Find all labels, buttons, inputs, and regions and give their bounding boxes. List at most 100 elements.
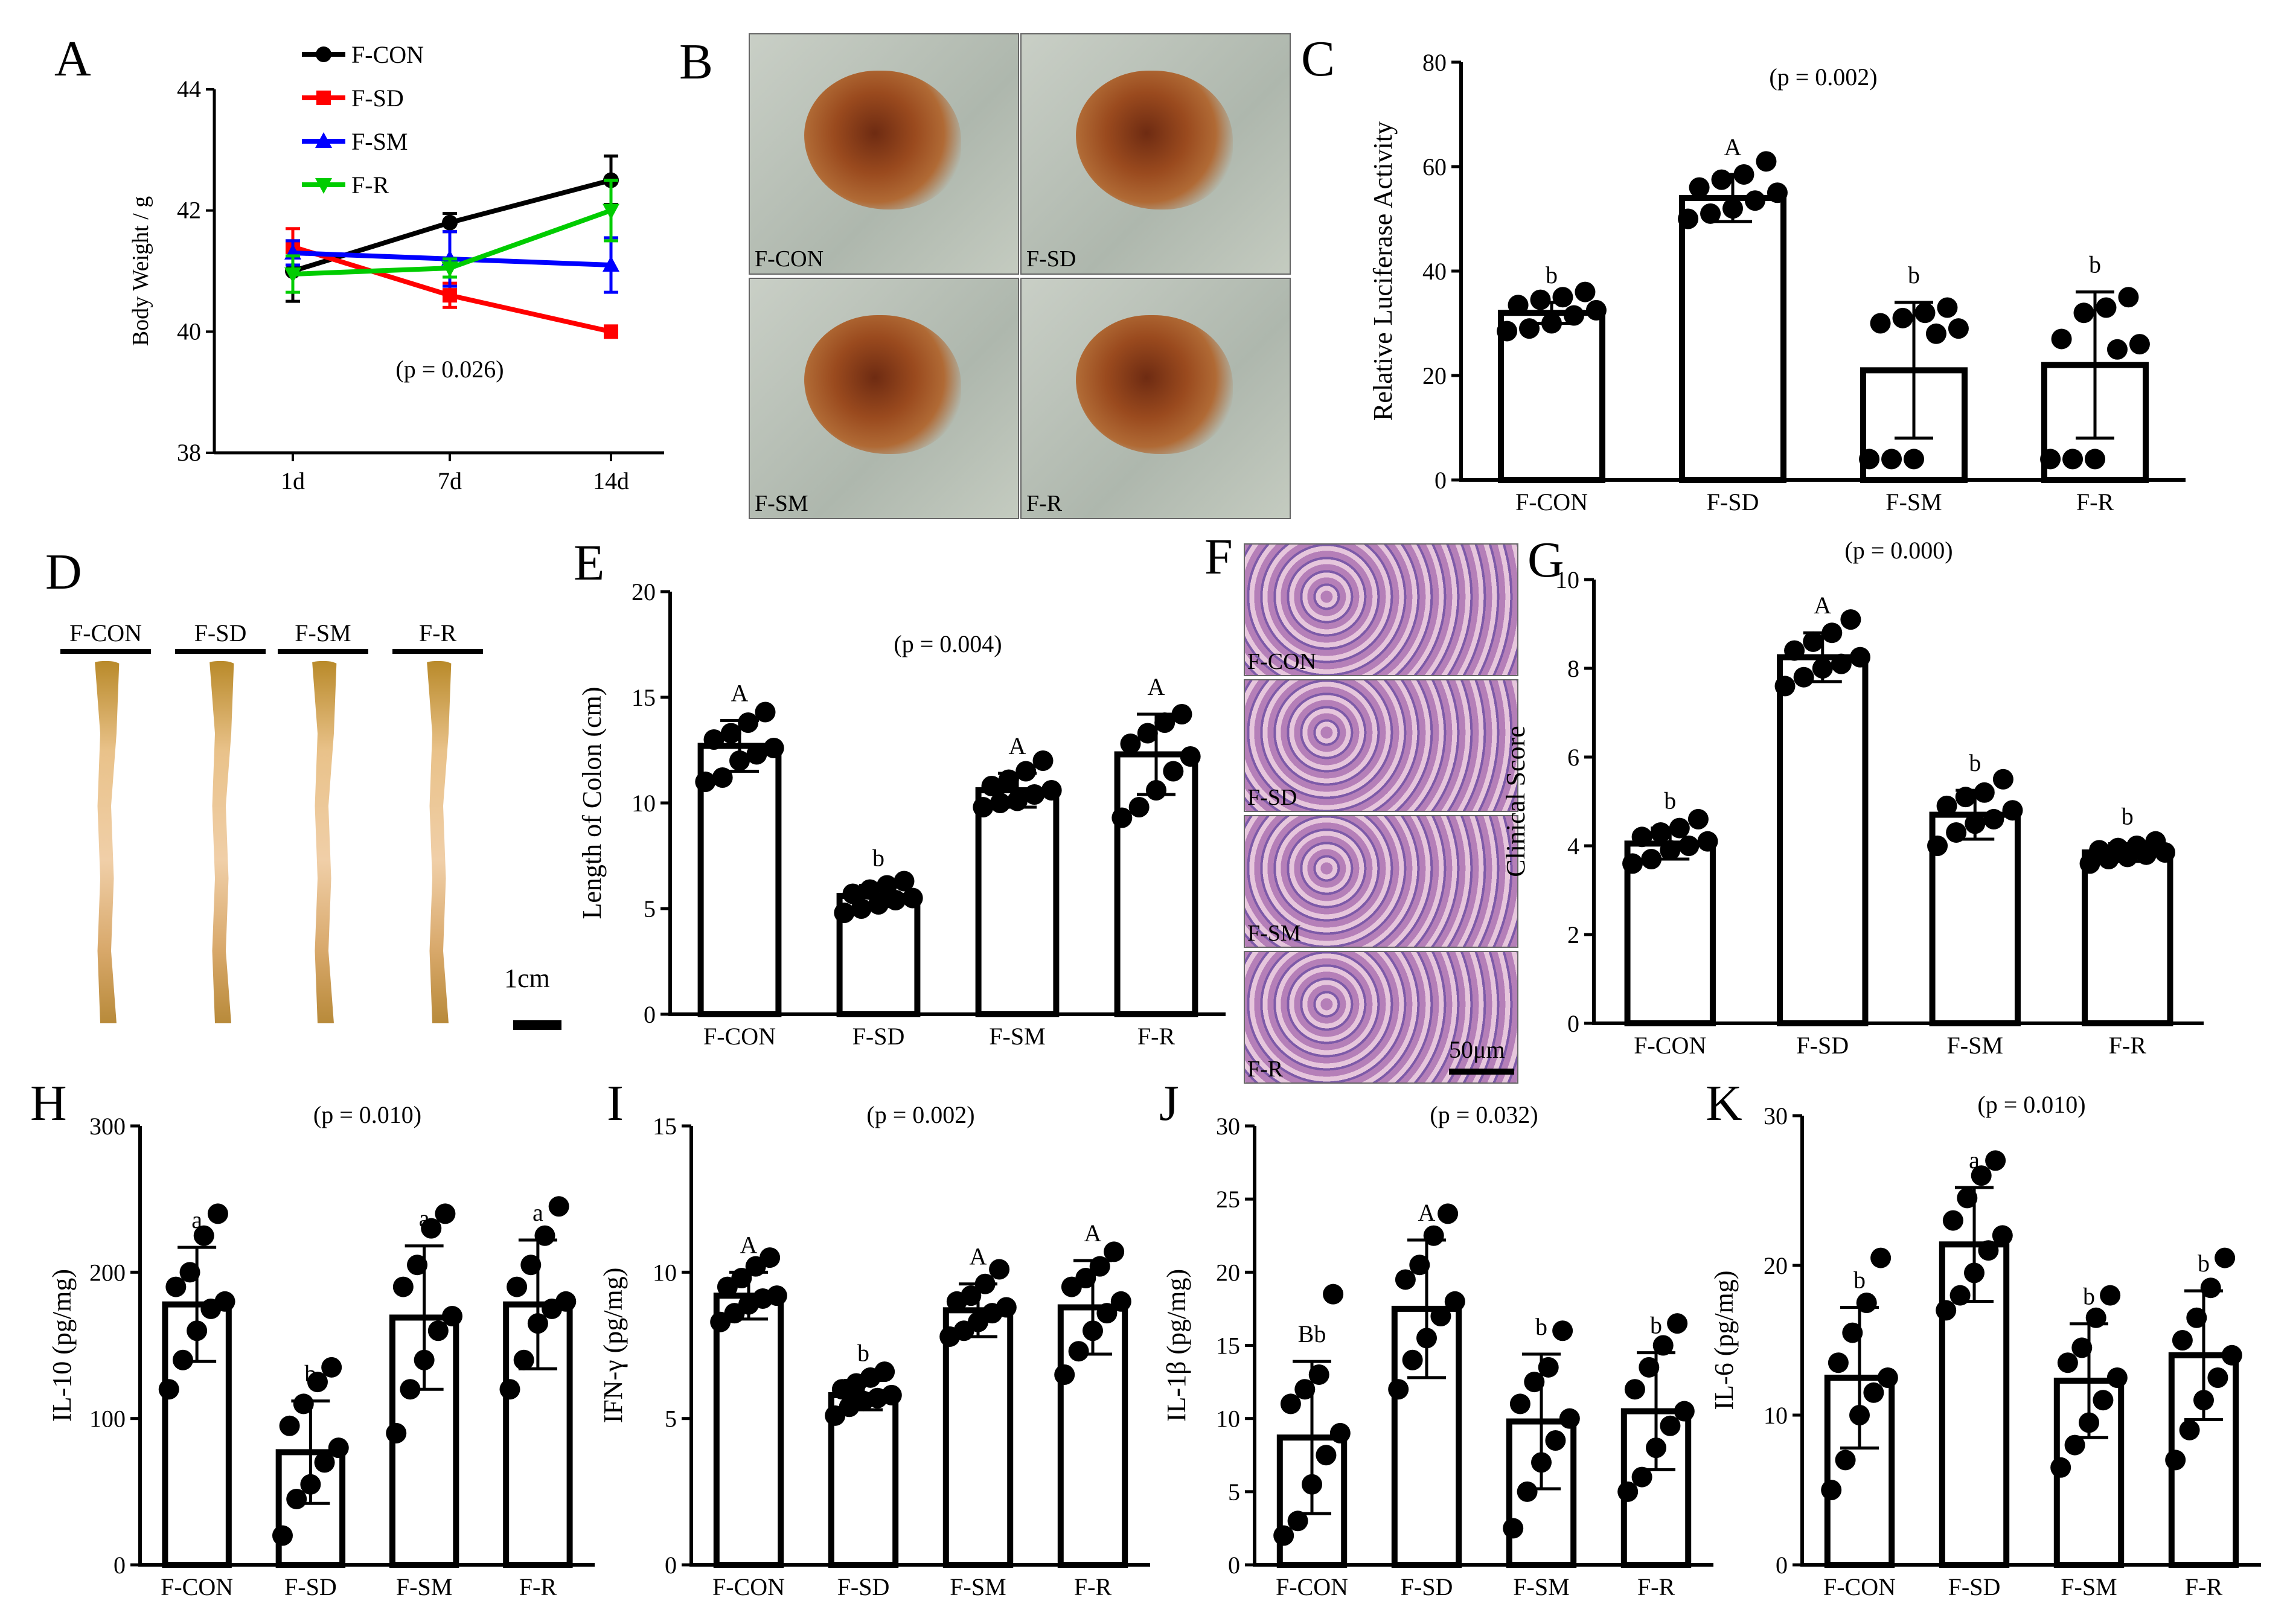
data-point xyxy=(2172,1330,2193,1351)
category-label: F-R xyxy=(2109,1032,2147,1059)
data-point xyxy=(1308,1364,1329,1385)
label-underline xyxy=(60,649,151,654)
data-point xyxy=(2145,831,2166,852)
data-point xyxy=(1302,1474,1322,1495)
category-label: F-CON xyxy=(1515,488,1588,516)
data-point xyxy=(703,729,724,750)
marker xyxy=(603,203,619,220)
tissue-sample xyxy=(804,315,961,454)
data-point xyxy=(1646,1437,1666,1459)
data-point xyxy=(407,1255,428,1276)
significance-letter: b xyxy=(1535,1313,1547,1340)
data-point xyxy=(328,1437,349,1459)
data-point xyxy=(414,1349,435,1370)
data-point xyxy=(307,1372,328,1393)
data-point xyxy=(1541,313,1562,334)
data-point xyxy=(293,1393,314,1415)
luciferase-photo: F-SD xyxy=(1020,33,1291,275)
data-point xyxy=(1892,307,1913,328)
data-point xyxy=(1774,676,1796,697)
data-point xyxy=(1054,1364,1075,1385)
y-tick-label: 0 xyxy=(1228,1552,1240,1579)
data-point xyxy=(874,1361,895,1383)
photo-label: F-CON xyxy=(755,246,824,272)
data-point xyxy=(1678,208,1699,229)
y-tick-label: 20 xyxy=(1764,1252,1788,1279)
data-point xyxy=(1519,318,1540,339)
data-point xyxy=(207,1203,228,1224)
data-point xyxy=(1323,1284,1344,1305)
photo-label: F-R xyxy=(1247,1057,1284,1082)
data-point xyxy=(1978,1240,1999,1261)
data-point xyxy=(1697,831,1718,852)
data-point xyxy=(1949,1285,1971,1306)
p-value: (p = 0.000) xyxy=(1844,537,1953,564)
data-point xyxy=(2079,1412,2099,1433)
marker xyxy=(316,91,331,105)
data-point xyxy=(2089,840,2110,861)
data-point xyxy=(1563,305,1584,326)
data-point xyxy=(1096,1303,1118,1324)
data-point xyxy=(2186,1307,2207,1328)
y-axis-label: IFN-γ (pg/mg) xyxy=(598,1268,628,1424)
data-point xyxy=(172,1349,193,1370)
x-tick-label: 1d xyxy=(281,467,305,494)
data-point xyxy=(1660,1415,1681,1436)
y-axis-label: IL-10 (pg/mg) xyxy=(47,1269,77,1422)
data-point xyxy=(2085,449,2105,470)
y-axis-label: Length of Colon (cm) xyxy=(577,687,607,919)
data-point xyxy=(1524,1372,1545,1393)
data-point xyxy=(1171,704,1192,724)
data-point xyxy=(1971,1165,1992,1186)
significance-letter: A xyxy=(1418,1199,1436,1226)
colon-header: F-SM xyxy=(278,619,374,661)
significance-letter: a xyxy=(1969,1146,1980,1174)
data-point xyxy=(2221,1344,2242,1366)
data-point xyxy=(1942,1210,1963,1231)
data-point xyxy=(1329,1422,1351,1443)
scale-bar xyxy=(1449,1069,1514,1075)
y-tick-label: 10 xyxy=(1764,1402,1788,1429)
data-point xyxy=(1859,449,1880,470)
data-point xyxy=(1756,151,1777,172)
p-value: (p = 0.004) xyxy=(894,630,1002,657)
data-point xyxy=(877,875,898,896)
label-underline xyxy=(392,649,483,654)
data-point xyxy=(1660,840,1681,861)
legend-label: F-SM xyxy=(351,128,408,155)
data-point xyxy=(300,1474,321,1495)
data-point xyxy=(1154,712,1175,733)
data-point xyxy=(1856,1293,1877,1313)
data-point xyxy=(386,1422,407,1443)
data-point xyxy=(1180,746,1201,767)
bar xyxy=(1777,654,1869,1026)
y-tick-label: 4 xyxy=(1567,833,1579,860)
marker xyxy=(603,255,619,272)
data-point xyxy=(1835,1450,1856,1471)
y-tick-label: 60 xyxy=(1422,153,1447,181)
data-point xyxy=(442,1306,463,1327)
p-value: (p = 0.010) xyxy=(313,1101,421,1128)
data-point xyxy=(1068,1341,1089,1362)
category-label: F-SM xyxy=(2061,1573,2117,1600)
bar xyxy=(1679,194,1786,483)
data-point xyxy=(2126,836,2148,856)
data-point xyxy=(1948,318,1969,339)
data-point xyxy=(974,1273,996,1294)
data-point xyxy=(1622,853,1643,874)
data-point xyxy=(2071,1337,2093,1358)
y-tick-label: 0 xyxy=(1776,1552,1788,1579)
significance-letter: A xyxy=(740,1231,758,1258)
category-label: F-SD xyxy=(1796,1032,1849,1059)
y-tick-label: 40 xyxy=(1422,258,1447,285)
y-tick-label: 42 xyxy=(177,197,201,224)
data-point xyxy=(392,1276,414,1297)
data-point xyxy=(1744,190,1765,211)
photo-label: F-SM xyxy=(755,491,808,516)
data-point xyxy=(1538,1357,1559,1378)
category-label: F-CON xyxy=(1276,1573,1348,1600)
y-tick-label: 8 xyxy=(1567,655,1579,682)
luciferase-photo: F-R xyxy=(1020,278,1291,519)
data-point xyxy=(1508,295,1529,316)
